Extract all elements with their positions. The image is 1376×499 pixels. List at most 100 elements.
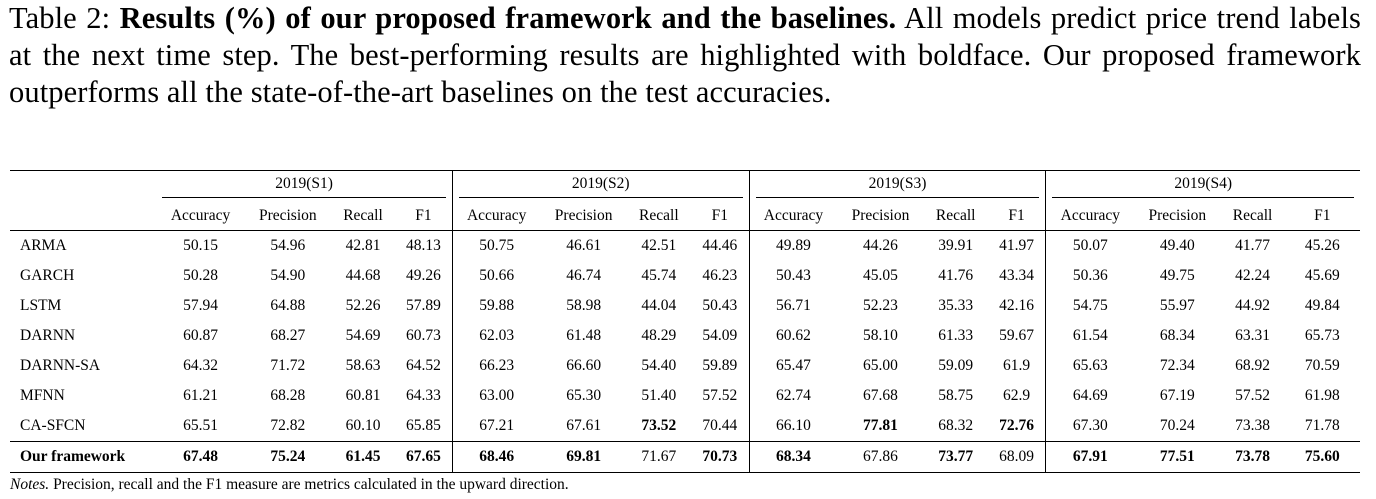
value-cell: 46.61 [540, 230, 627, 261]
group-header-s4: 2019(S4) [1045, 170, 1360, 201]
value-cell: 65.63 [1045, 351, 1135, 381]
metric-header-accuracy: Accuracy [1045, 201, 1135, 231]
value-cell: 68.09 [987, 441, 1046, 473]
value-cell: 65.30 [566, 387, 602, 404]
value-cell: 42.16 [999, 297, 1035, 314]
value-cell: 49.89 [748, 230, 838, 261]
table-row: ARMA 50.15 54.96 42.81 48.13 50.75 46.61 42.51 4… [10, 230, 1360, 261]
metric-header-precision: Precision [851, 206, 910, 224]
metric-header-recall: Recall [935, 206, 976, 224]
table-row: DARNN 60.87 68.27 54.69 60.73 62.03 61.48 48.29… [10, 321, 1360, 351]
model-name-cell: Our framework [10, 441, 157, 473]
value-cell: 58.10 [863, 327, 898, 344]
value-cell: 64.32 [183, 357, 218, 374]
metric-header-accuracy: Accuracy [748, 201, 838, 231]
value-cell: 50.15 [156, 230, 245, 261]
value-cell: 71.72 [270, 357, 306, 374]
table-caption: Table 2: Results (%) of our proposed fra… [9, 0, 1361, 112]
model-name-cell: ARMA [10, 230, 157, 261]
value-cell: 35.33 [938, 297, 974, 314]
value-cell: 67.30 [1045, 411, 1135, 442]
value-cell: 58.63 [345, 357, 381, 374]
metric-header-recall: Recall [1232, 206, 1273, 224]
value-cell: 60.73 [405, 327, 441, 344]
value-cell: 67.86 [837, 441, 924, 473]
value-cell: 60.10 [345, 417, 381, 434]
model-name-cell: DARNN [20, 327, 76, 344]
value-cell: 68.34 [748, 441, 838, 473]
value-cell: 75.24 [244, 441, 331, 473]
table-row: GARCH 50.28 54.90 44.68 49.26 50.66 46.74 45.74… [10, 261, 1360, 291]
group-header-s2: 2019(S2) [451, 170, 750, 201]
value-cell: 65.73 [1304, 327, 1340, 344]
model-name-cell: MFNN [20, 387, 65, 404]
group-header-s3: 2019(S3) [748, 170, 1046, 201]
caption-label: Table 2: [9, 1, 111, 35]
caption-body: All models predict price trend labels at… [9, 1, 1361, 110]
value-cell: 70.24 [1159, 417, 1195, 434]
table-row: Our framework 67.48 75.24 61.45 67.65 68.46 69… [10, 441, 1360, 473]
value-cell: 70.59 [1304, 357, 1340, 374]
value-cell: 56.71 [748, 291, 838, 321]
notes-text: Precision, recall and the F1 measure are… [53, 476, 569, 493]
metric-header-recall: Recall [343, 206, 383, 224]
value-cell: 57.52 [1235, 387, 1270, 404]
value-cell: 61.9 [1003, 357, 1031, 374]
value-cell: 46.74 [566, 267, 602, 284]
value-cell: 41.97 [987, 230, 1046, 261]
value-cell: 64.33 [405, 387, 441, 404]
value-cell: 72.76 [999, 417, 1035, 434]
value-cell: 44.92 [1235, 297, 1270, 314]
value-cell: 55.97 [1159, 297, 1195, 314]
value-cell: 73.78 [1220, 441, 1285, 473]
value-cell: 54.09 [702, 327, 738, 344]
metric-header-precision: Precision [258, 206, 317, 224]
value-cell: 45.05 [863, 267, 898, 284]
value-cell: 68.34 [1159, 327, 1195, 344]
metric-header-f1: F1 [1008, 206, 1025, 224]
value-cell: 61.45 [330, 441, 396, 473]
value-cell: 69.81 [540, 441, 627, 473]
value-cell: 58.75 [938, 387, 974, 404]
metric-header-f1: F1 [1314, 206, 1331, 224]
value-cell: 50.36 [1045, 261, 1135, 291]
value-cell: 63.31 [1235, 327, 1270, 344]
table-row: CA-SFCN 65.51 72.82 60.10 65.85 67.21 67.61 73.… [10, 411, 1360, 442]
value-cell: 75.60 [1284, 441, 1360, 473]
value-cell: 70.73 [690, 441, 750, 473]
value-cell: 65.00 [863, 357, 898, 374]
value-cell: 59.09 [938, 357, 974, 374]
value-cell: 62.9 [1003, 387, 1031, 404]
table-row: DARNN-SA 64.32 71.72 58.63 64.52 66.23 66.60 54… [10, 351, 1360, 381]
value-cell: 54.75 [1045, 291, 1135, 321]
value-cell: 67.91 [1045, 441, 1135, 473]
corner-cell [10, 201, 156, 231]
value-cell: 61.48 [566, 327, 602, 344]
value-cell: 68.27 [270, 327, 306, 344]
value-cell: 42.51 [626, 230, 691, 261]
value-cell: 42.24 [1235, 267, 1270, 284]
value-cell: 50.43 [702, 297, 738, 314]
value-cell: 68.46 [451, 441, 541, 473]
value-cell: 67.48 [156, 441, 245, 473]
value-cell: 45.69 [1304, 267, 1340, 284]
value-cell: 71.67 [626, 441, 691, 473]
value-cell: 68.28 [270, 387, 306, 404]
group-header-s1: 2019(S1) [156, 170, 453, 201]
value-cell: 60.81 [345, 387, 381, 404]
value-cell: 71.78 [1304, 417, 1340, 434]
group-header-row: 2019(S1) 2019(S2) 2019(S3) 2019(S4) [10, 170, 1360, 201]
value-cell: 39.91 [923, 230, 988, 261]
metric-header-f1: F1 [415, 206, 432, 224]
value-cell: 48.29 [641, 327, 677, 344]
value-cell: 57.89 [405, 297, 441, 314]
value-cell: 42.81 [330, 230, 396, 261]
value-cell: 60.62 [748, 321, 838, 351]
value-cell: 67.21 [451, 411, 541, 442]
value-cell: 68.32 [938, 417, 974, 434]
value-cell: 50.75 [451, 230, 541, 261]
value-cell: 64.69 [1045, 381, 1135, 411]
metric-header-recall: Recall [639, 206, 679, 224]
value-cell: 73.38 [1235, 417, 1270, 434]
model-name-cell: LSTM [20, 297, 62, 314]
